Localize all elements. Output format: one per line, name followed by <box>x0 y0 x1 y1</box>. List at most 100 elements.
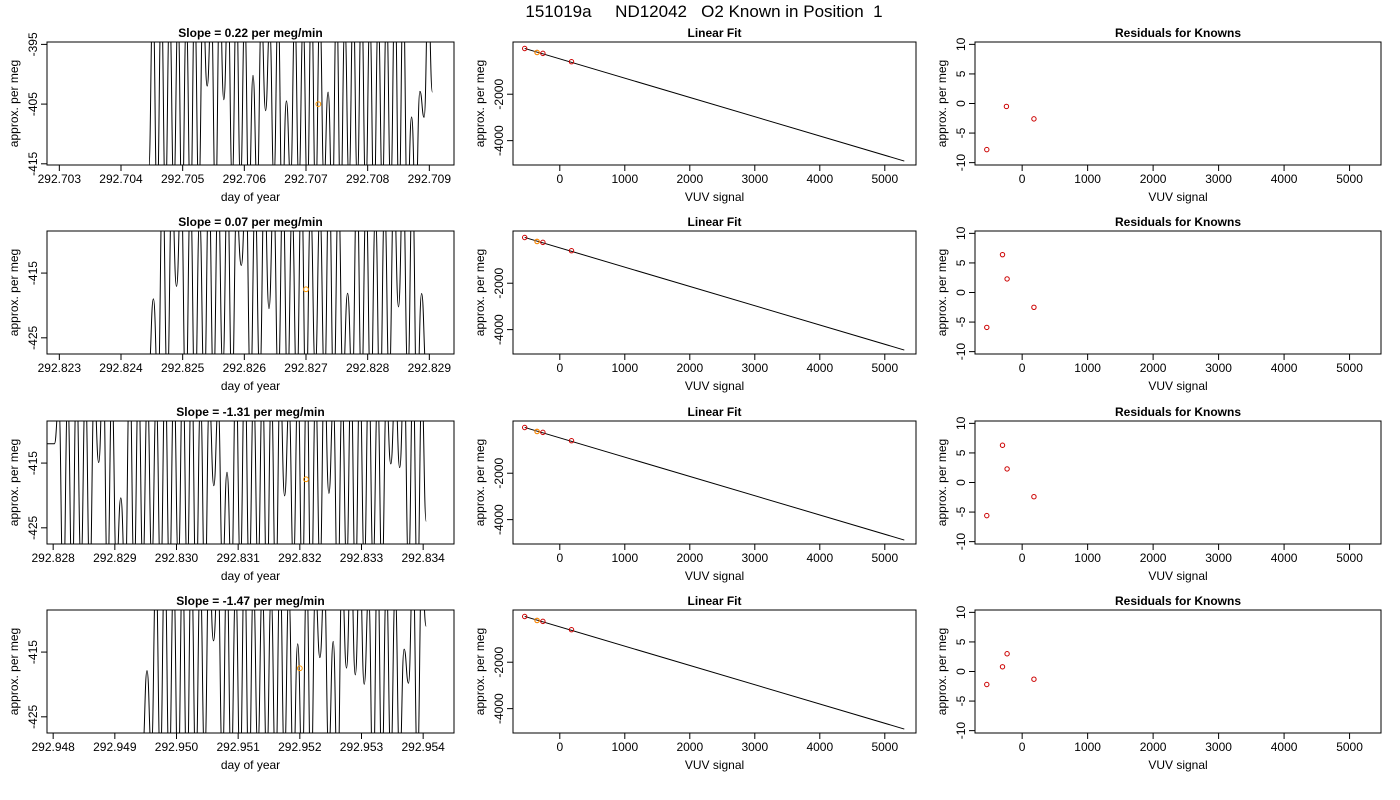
data-point <box>522 613 528 620</box>
x-axis-label: VUV signal <box>685 758 744 772</box>
y-tick-label: -415 <box>26 640 40 664</box>
data-point <box>984 681 990 688</box>
x-tick-label: 1000 <box>1074 740 1101 754</box>
x-axis-label: VUV signal <box>1148 758 1207 772</box>
plot-frame <box>46 41 455 166</box>
y-tick-label: -5 <box>954 127 968 138</box>
data-point <box>540 239 546 246</box>
panel-title: Slope = -1.47 per meg/min <box>176 594 324 608</box>
x-tick-label: 4000 <box>1271 172 1298 186</box>
x-tick-label: 3000 <box>741 172 768 186</box>
x-tick-label: 0 <box>1019 361 1026 375</box>
y-tick-label: -5 <box>954 506 968 517</box>
data-point <box>1031 493 1037 500</box>
x-tick-label: 0 <box>1019 551 1026 565</box>
x-tick-label: 3000 <box>741 551 768 565</box>
x-axis-label: VUV signal <box>1148 379 1207 393</box>
y-tick-label: 0 <box>954 479 968 486</box>
x-tick-label: 292.829 <box>93 551 137 565</box>
y-tick-label: -425 <box>26 325 40 349</box>
fit-line <box>524 236 905 351</box>
y-axis-label: approx. per meg <box>935 628 949 715</box>
panel-title: Residuals for Knowns <box>1115 215 1241 229</box>
x-tick-label: 5000 <box>1336 172 1363 186</box>
panel-title: Linear Fit <box>687 594 741 608</box>
x-tick-label: 4000 <box>1271 361 1298 375</box>
x-tick-label: 1000 <box>611 740 638 754</box>
x-tick-label: 0 <box>556 361 563 375</box>
panel-title: Linear Fit <box>687 405 741 419</box>
y-tick-label: -415 <box>26 151 40 175</box>
average-marker <box>303 286 309 293</box>
data-point <box>522 45 528 52</box>
x-tick-label: 292.831 <box>216 551 260 565</box>
x-tick-label: 4000 <box>806 361 833 375</box>
panel-title: Residuals for Knowns <box>1115 405 1241 419</box>
plot-frame <box>974 41 1382 166</box>
data-point <box>522 234 528 241</box>
x-axis-label: VUV signal <box>685 379 744 393</box>
x-tick-label: 1000 <box>611 361 638 375</box>
y-tick-label: -405 <box>26 92 40 116</box>
y-tick-label: -395 <box>26 32 40 56</box>
plot-area <box>522 45 905 162</box>
x-tick-label: 4000 <box>806 551 833 565</box>
x-tick-label: 292.834 <box>401 551 445 565</box>
y-axis-label: approx. per meg <box>473 60 487 147</box>
data-trace <box>143 610 427 733</box>
x-tick-label: 292.826 <box>223 361 267 375</box>
x-tick-label: 292.828 <box>31 551 75 565</box>
x-tick-label: 292.703 <box>38 172 82 186</box>
x-tick-label: 292.948 <box>31 740 75 754</box>
data-point <box>568 248 575 254</box>
panel-3-0: Slope = -1.47 per meg/min 292.948 292.949 2… <box>7 594 455 772</box>
x-tick-label: 0 <box>556 551 563 565</box>
y-axis-label: approx. per meg <box>7 249 21 336</box>
y-tick-label: 0 <box>954 289 968 296</box>
y-axis-label: approx. per meg <box>935 60 949 147</box>
y-tick-label: -4000 <box>492 504 506 535</box>
x-tick-label: 292.953 <box>340 740 384 754</box>
x-tick-label: 0 <box>556 172 563 186</box>
x-tick-label: 292.823 <box>38 361 82 375</box>
highlight-point <box>534 428 540 435</box>
x-tick-label: 292.709 <box>408 172 452 186</box>
y-tick-label: -5 <box>954 695 968 706</box>
y-tick-label: -425 <box>26 704 40 728</box>
panel-title: Linear Fit <box>687 26 741 40</box>
x-tick-label: 1000 <box>1074 172 1101 186</box>
y-axis-label: approx. per meg <box>473 628 487 715</box>
y-axis-label: approx. per meg <box>7 439 21 526</box>
x-tick-label: 5000 <box>871 361 898 375</box>
x-tick-label: 5000 <box>1336 361 1363 375</box>
plot-area <box>522 234 905 351</box>
y-tick-label: -4000 <box>492 693 506 724</box>
panel-3-2: Residuals for Knowns 0 1000 2000 3000 4000 500… <box>935 594 1382 772</box>
panel-grid: Slope = 0.22 per meg/min 292.703 292.704 29… <box>7 26 1382 772</box>
x-tick-label: 292.829 <box>408 361 452 375</box>
x-axis-label: day of year <box>221 190 280 204</box>
x-tick-label: 3000 <box>1205 172 1232 186</box>
data-trace <box>47 421 427 544</box>
average-marker <box>303 476 309 483</box>
x-tick-label: 292.707 <box>284 172 328 186</box>
average-marker <box>315 101 322 107</box>
y-tick-label: -10 <box>954 343 968 361</box>
plot-area <box>522 613 905 730</box>
x-tick-label: 4000 <box>1271 551 1298 565</box>
panel-0-2: Residuals for Knowns 0 1000 2000 3000 4000 500… <box>935 26 1382 204</box>
x-tick-label: 1000 <box>1074 551 1101 565</box>
x-tick-label: 1000 <box>611 172 638 186</box>
y-tick-label: 5 <box>954 70 968 77</box>
y-axis-label: approx. per meg <box>7 628 21 715</box>
panel-title: Linear Fit <box>687 215 741 229</box>
data-point <box>999 442 1006 448</box>
x-tick-label: 2000 <box>1140 172 1167 186</box>
y-axis-label: approx. per meg <box>473 439 487 526</box>
fit-line <box>524 47 905 162</box>
x-tick-label: 1000 <box>611 551 638 565</box>
data-trace <box>148 42 433 165</box>
figure-title: 151019a ND12042 O2 Known in Position 1 <box>525 2 882 21</box>
x-tick-label: 2000 <box>1140 361 1167 375</box>
x-tick-label: 292.951 <box>216 740 260 754</box>
